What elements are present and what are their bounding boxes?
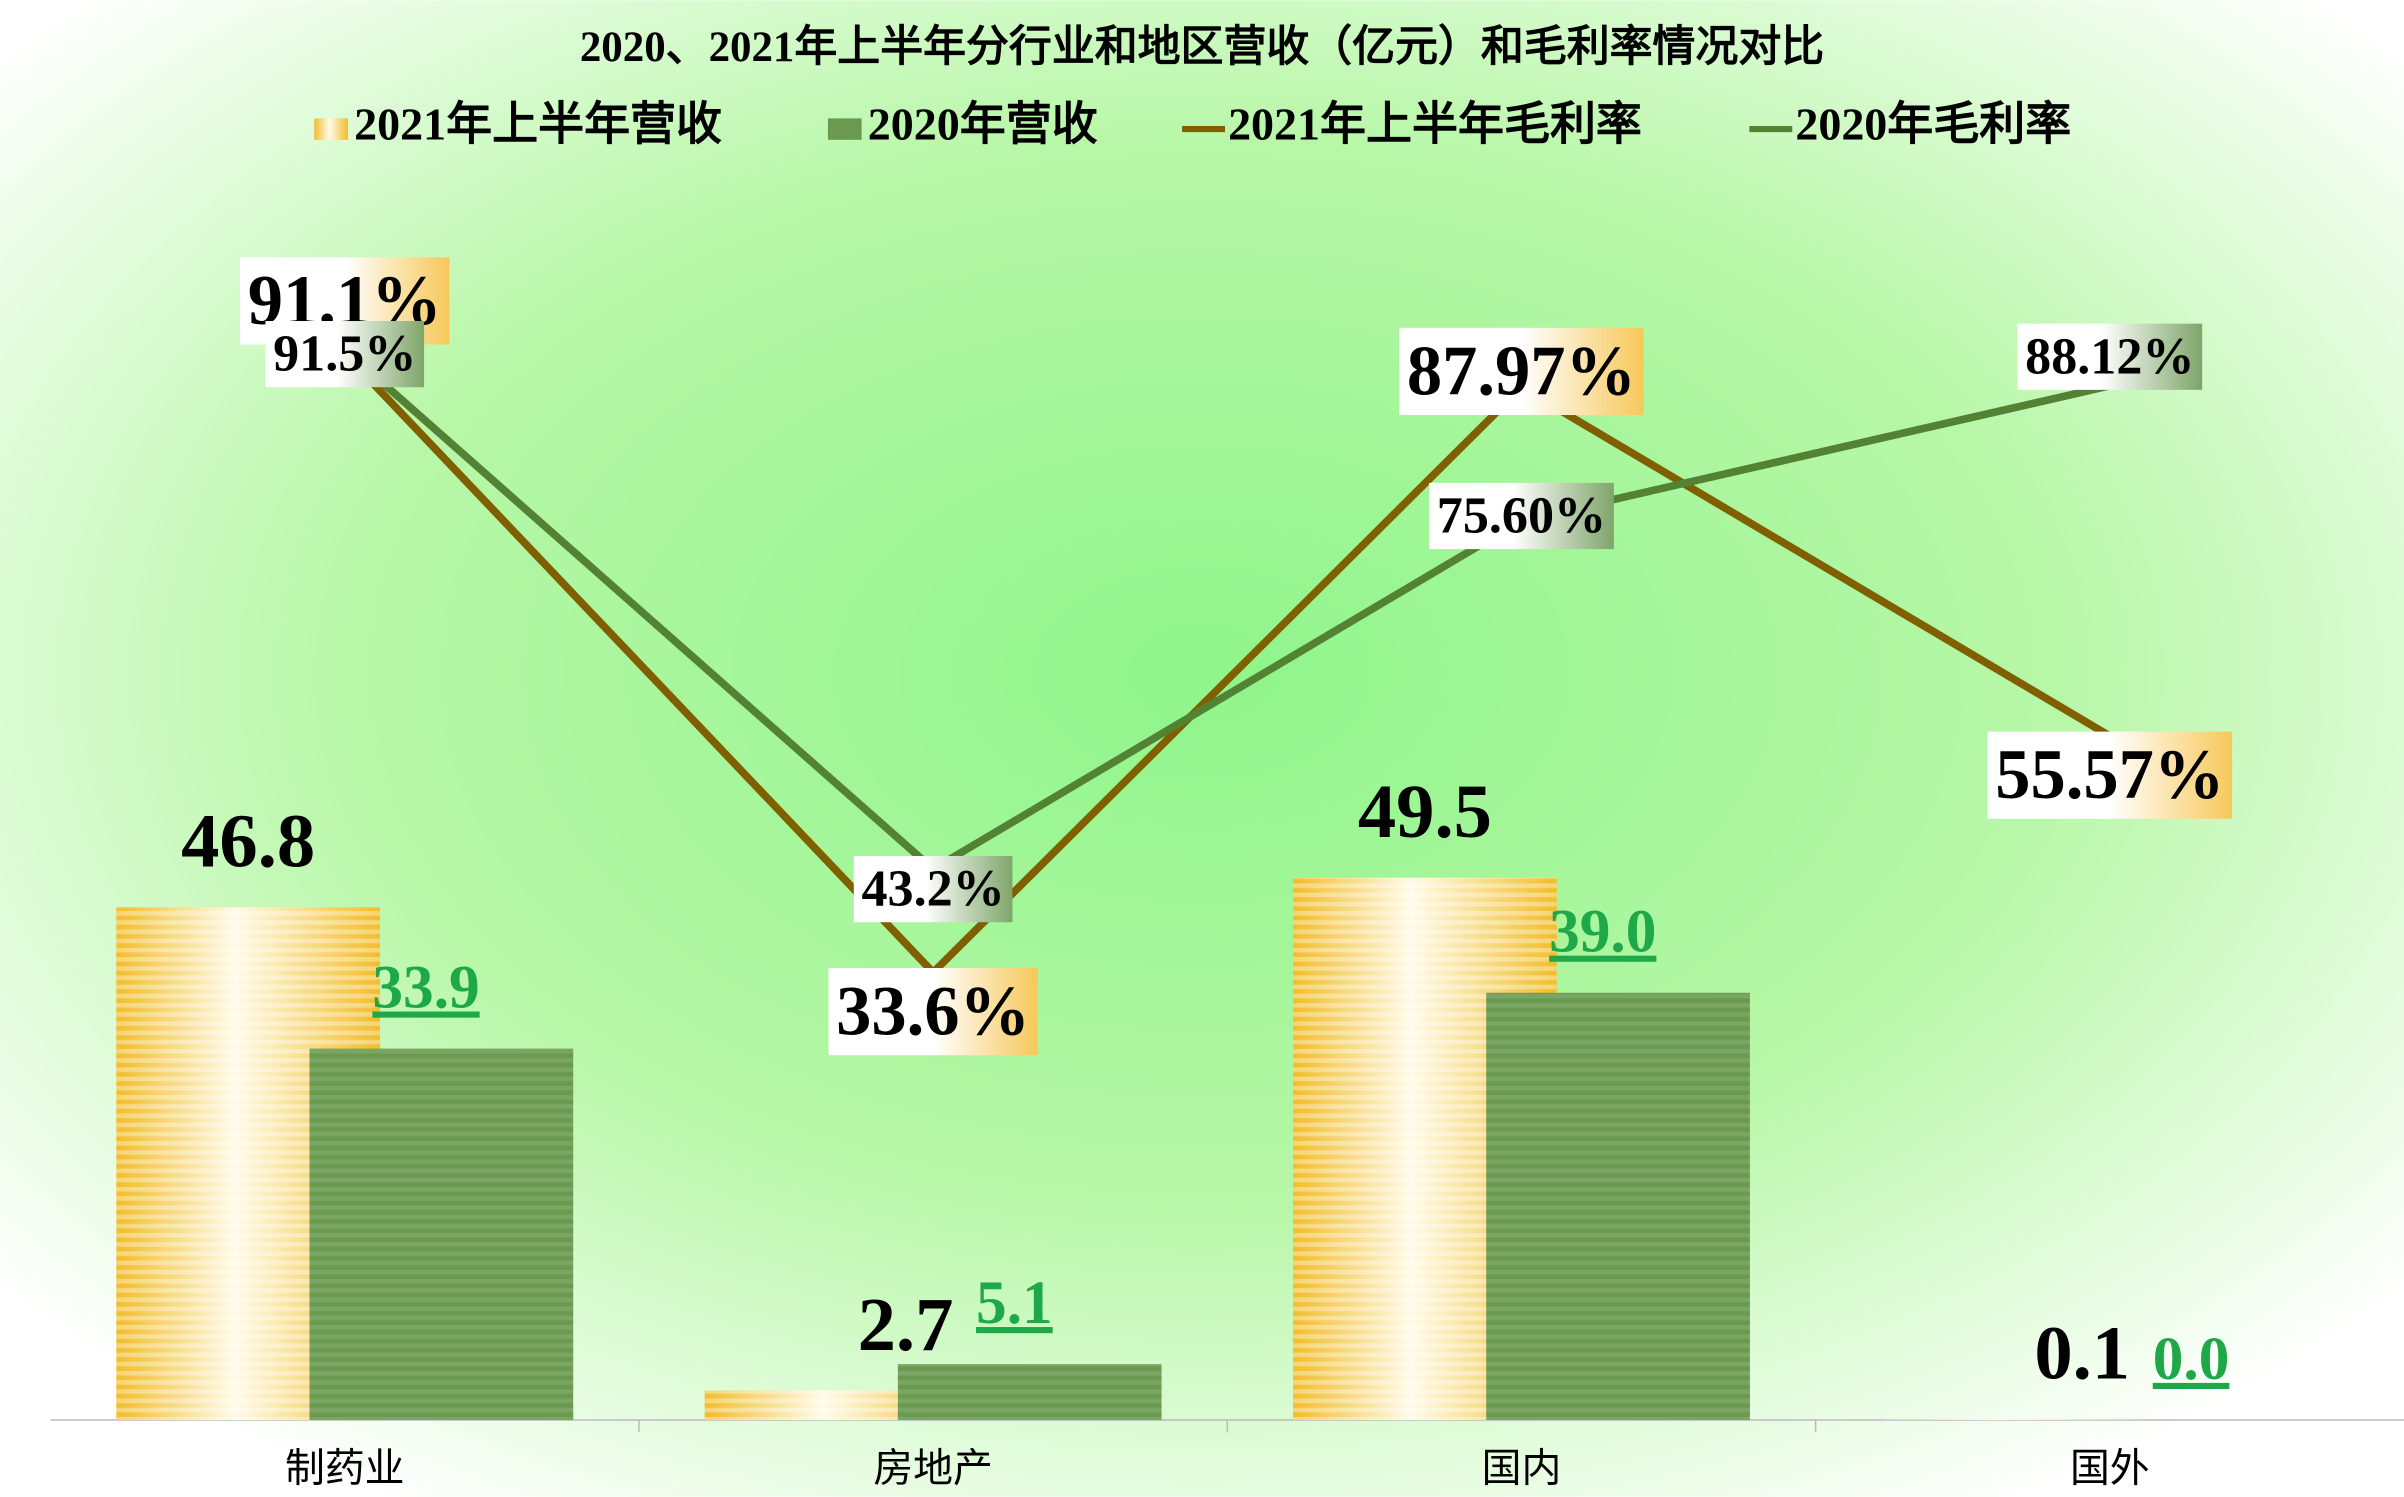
- data-label: 39.0: [1549, 898, 1656, 966]
- data-label: 33.6%: [836, 973, 1030, 1051]
- data-label-box: [1429, 482, 1614, 550]
- data-label-box: [828, 968, 1038, 1056]
- data-label: 49.5: [1358, 769, 1492, 854]
- legend-label: 2020年营收: [868, 99, 1098, 150]
- data-label: 88.12%: [2025, 328, 2194, 385]
- legend-label: 2021年上半年毛利率: [1228, 99, 1642, 150]
- legend-label: 2020年毛利率: [1795, 99, 2071, 150]
- bar-texture: [897, 1364, 1162, 1421]
- legend-swatch: [314, 118, 349, 140]
- bar-texture: [309, 1048, 574, 1421]
- x-tick-label: 国内: [1482, 1445, 1562, 1490]
- data-label-box: [1399, 327, 1644, 416]
- data-label: 5.1: [976, 1269, 1053, 1337]
- data-label-group: 75.60%: [1429, 482, 1614, 550]
- legend-swatch: [827, 118, 862, 140]
- bar-group: [309, 1048, 574, 1421]
- data-label: 43.2%: [861, 861, 1004, 918]
- data-label: 87.97%: [1407, 332, 1636, 410]
- line-series: [341, 351, 2112, 977]
- data-label-group: 55.57%: [1987, 731, 2233, 819]
- data-label-box: [265, 321, 425, 388]
- bar-group: [1881, 1418, 2146, 1421]
- data-label-group: 88.12%: [2017, 323, 2203, 390]
- data-label-box: [2017, 323, 2203, 390]
- chart-title: 2020、2021年上半年分行业和地区营收（亿元）和毛利率情况对比: [580, 23, 1824, 71]
- data-label-box: [1987, 731, 2233, 819]
- data-label-group: 87.97%: [1399, 327, 1644, 416]
- line-series: [342, 346, 2111, 873]
- data-label-group: 33.6%: [828, 968, 1038, 1056]
- data-label: 91.5%: [273, 326, 416, 383]
- x-tick-label: 制药业: [285, 1445, 405, 1490]
- data-label: 75.60%: [1437, 487, 1606, 544]
- x-tick-label: 房地产: [873, 1445, 993, 1490]
- bar-texture: [1881, 1418, 2146, 1421]
- data-label-group: 91.5%: [265, 321, 425, 388]
- data-label: 0.0: [2153, 1325, 2230, 1393]
- bar-texture: [1486, 992, 1750, 1421]
- data-label: 2.7: [858, 1282, 954, 1367]
- bar-group: [897, 1364, 1162, 1421]
- x-tick-label: 国外: [2070, 1445, 2150, 1490]
- data-label: 33.9: [372, 954, 479, 1022]
- bar-group: [1486, 992, 1750, 1421]
- data-label-box: [853, 856, 1013, 923]
- data-label: 0.1: [2034, 1310, 2130, 1395]
- data-label-group: 43.2%: [853, 856, 1013, 923]
- data-label: 55.57%: [1995, 736, 2224, 814]
- data-label: 46.8: [181, 799, 315, 884]
- legend-label: 2021年上半年营收: [354, 99, 722, 150]
